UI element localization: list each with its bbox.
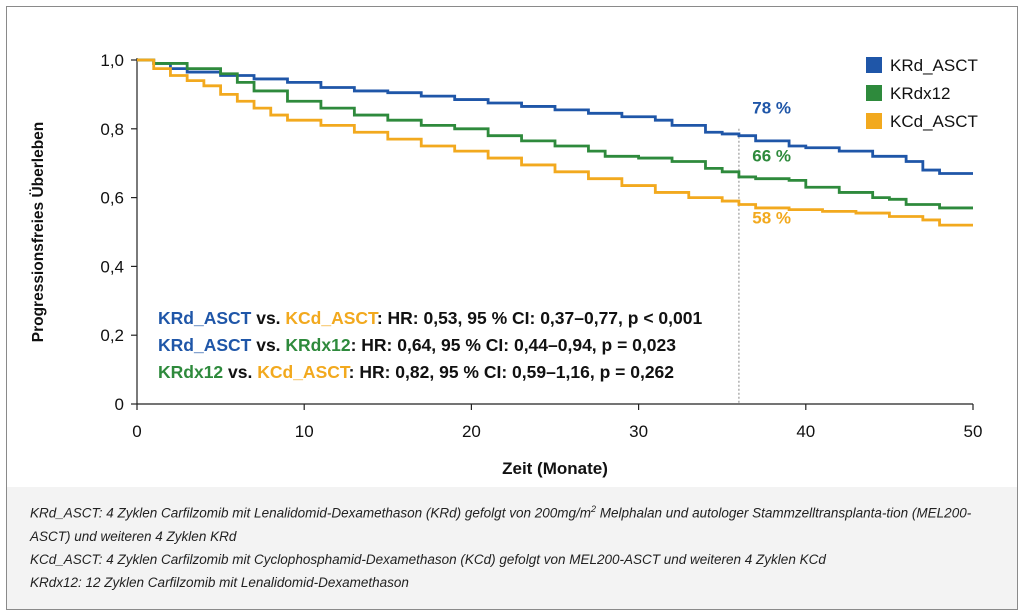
y-tick-label: 0,6 xyxy=(100,189,124,208)
footnote-krd-asct-text-a: KRd_ASCT: 4 Zyklen Carfilzomib mit Lenal… xyxy=(30,505,591,521)
hr-annotation-part: KRd_ASCT xyxy=(158,308,252,328)
footnotes: KRd_ASCT: 4 Zyklen Carfilzomib mit Lenal… xyxy=(30,498,1005,594)
hr-annotations: KRd_ASCT vs. KCd_ASCT: HR: 0,53, 95 % CI… xyxy=(158,308,702,382)
legend-label-krdx12: KRdx12 xyxy=(890,84,950,103)
footnote-kcd-asct: KCd_ASCT: 4 Zyklen Carfilzomib mit Cyclo… xyxy=(30,551,826,567)
hr-annotation-part: vs. xyxy=(251,335,285,355)
x-axis-label: Zeit (Monate) xyxy=(502,459,608,478)
hr-annotation-part: : HR: 0,64, 95 % CI: 0,44–0,94, p = 0,02… xyxy=(351,335,677,355)
hr-annotation-part: KCd_ASCT xyxy=(285,308,379,328)
y-tick-label: 0,8 xyxy=(100,120,124,139)
series-line-kcd-asct xyxy=(137,58,973,227)
legend-swatch-kcd-asct xyxy=(866,113,882,129)
legend-label-kcd-asct: KCd_ASCT xyxy=(890,112,978,131)
end-label-krd-asct: 78 % xyxy=(752,98,791,117)
y-tick-label: 0,2 xyxy=(100,326,124,345)
x-tick-label: 40 xyxy=(796,422,815,441)
hr-annotation-part: KCd_ASCT xyxy=(257,362,351,382)
x-tick-label: 50 xyxy=(964,422,983,441)
x-tick-label: 20 xyxy=(462,422,481,441)
legend-swatch-krdx12 xyxy=(866,85,882,101)
legend-label-krd-asct: KRd_ASCT xyxy=(890,56,978,75)
axes: 0 0,2 0,4 0,6 0,8 1,0 0 10 20 30 40 50 Zeit (Monate)… xyxy=(30,51,982,478)
series-line-krdx12 xyxy=(137,58,973,210)
hr-annotation-line: KRdx12 vs. KCd_ASCT: HR: 0,82, 95 % CI: … xyxy=(158,362,674,382)
footnote-superscript: 2 xyxy=(590,504,596,514)
footnote-krd-asct: KRd_ASCT: 4 Zyklen Carfilzomib mit Lenal… xyxy=(30,498,1005,548)
figure-frame xyxy=(6,6,1018,610)
legend: KRd_ASCT KRdx12 KCd_ASCT xyxy=(866,56,978,131)
series-line-krd-asct xyxy=(137,58,973,175)
y-axis-label: Progressionsfreies Überleben xyxy=(30,122,47,343)
footnote-krd-asct-text-b: Melphalan und autologer Stammzelltranspl… xyxy=(30,505,972,544)
footnote-krdx12: KRdx12: 12 Zyklen Carfilzomib mit Lenali… xyxy=(30,574,409,590)
x-tick-label: 30 xyxy=(629,422,648,441)
x-tick-label: 0 xyxy=(132,422,141,441)
hr-annotation-line: KRd_ASCT vs. KRdx12: HR: 0,64, 95 % CI: … xyxy=(158,335,676,355)
hr-annotation-line: KRd_ASCT vs. KCd_ASCT: HR: 0,53, 95 % CI… xyxy=(158,308,702,328)
hr-annotation-part: KRdx12 xyxy=(285,335,350,355)
end-label-krdx12: 66 % xyxy=(752,146,791,165)
series-group: 78 % 66 % 58 % xyxy=(137,58,973,227)
hr-annotation-part: : HR: 0,53, 95 % CI: 0,37–0,77, p < 0,00… xyxy=(377,308,703,328)
hr-annotation-part: KRdx12 xyxy=(158,362,223,382)
survival-chart: 0 0,2 0,4 0,6 0,8 1,0 0 10 20 30 40 50 Zeit (Monate)… xyxy=(30,51,982,478)
y-tick-label: 0 xyxy=(115,395,124,414)
y-tick-label: 1,0 xyxy=(100,51,124,70)
hr-annotation-part: KRd_ASCT xyxy=(158,335,252,355)
hr-annotation-part: vs. xyxy=(223,362,257,382)
legend-swatch-krd-asct xyxy=(866,57,882,73)
x-tick-label: 10 xyxy=(295,422,314,441)
hr-annotation-part: : HR: 0,82, 95 % CI: 0,59–1,16, p = 0,26… xyxy=(349,362,675,382)
hr-annotation-part: vs. xyxy=(251,308,285,328)
end-label-kcd-asct: 58 % xyxy=(752,208,791,227)
footnote-background xyxy=(7,487,1017,609)
y-tick-label: 0,4 xyxy=(100,257,124,276)
